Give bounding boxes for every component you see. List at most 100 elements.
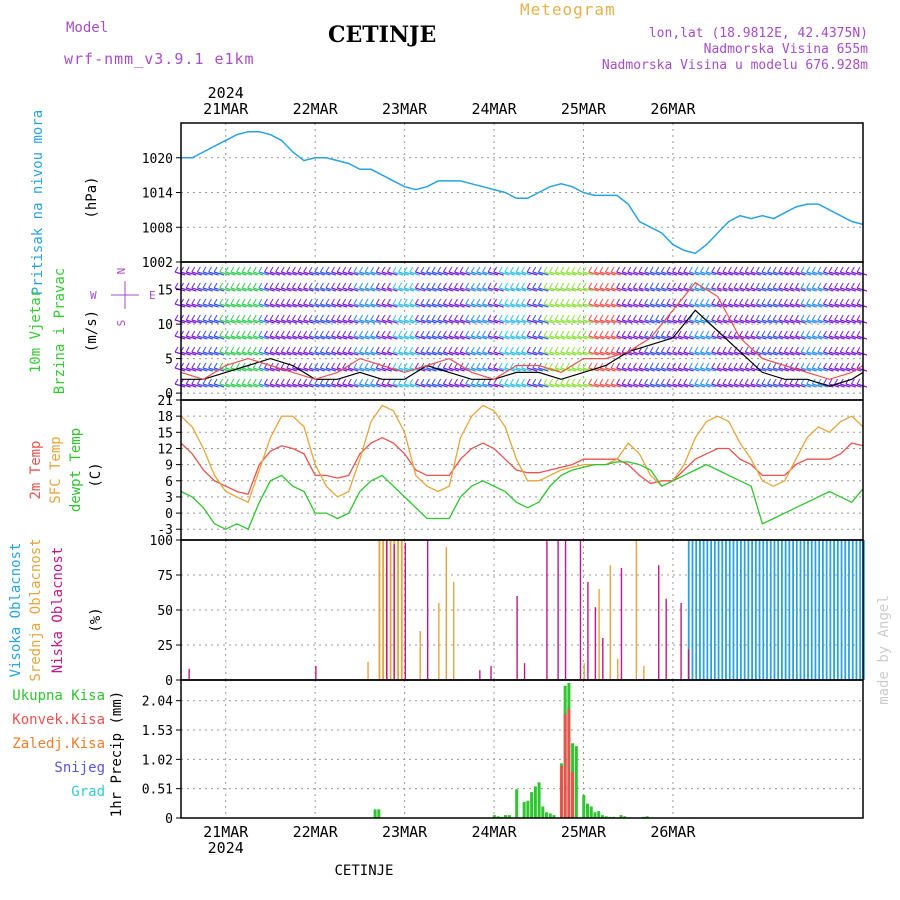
- wind-barb: [727, 298, 732, 305]
- wind-barb: [314, 271, 325, 276]
- wind-barb: [325, 287, 337, 292]
- wind-barb: [610, 330, 615, 337]
- wind-barb: [230, 378, 235, 385]
- wind-barb: [560, 362, 565, 369]
- wind-barb: [174, 282, 179, 289]
- wind-barb: [348, 319, 359, 324]
- wind-barb: [437, 303, 448, 308]
- wind-barb: [381, 282, 386, 289]
- bottom-day-label: 26MAR: [650, 823, 696, 841]
- wind-barb: [370, 378, 375, 385]
- wind-barb: [711, 335, 722, 340]
- cloud-bar: [617, 659, 619, 680]
- wind-barb: [666, 266, 671, 273]
- wind-barb: [823, 346, 827, 353]
- wind-barb: [264, 282, 268, 289]
- wind-barb: [202, 287, 214, 292]
- wind-barb: [672, 351, 683, 356]
- cloud-bar: [758, 540, 761, 680]
- wind-barb: [588, 271, 599, 276]
- wind-barb: [420, 351, 432, 356]
- wind-barb: [297, 319, 309, 324]
- wind-barb: [392, 330, 397, 337]
- wind-barb: [711, 378, 716, 385]
- wind-barb: [700, 383, 711, 388]
- wind-barb: [404, 303, 415, 308]
- wind-barb: [817, 314, 822, 321]
- wind-barb: [376, 367, 387, 372]
- wind-barb: [454, 266, 458, 273]
- wind-barb: [398, 266, 403, 273]
- wind-barb: [208, 378, 212, 385]
- wind-barb: [823, 282, 827, 289]
- wind-barb: [689, 303, 700, 308]
- wind-barb: [722, 271, 734, 276]
- wind-barb: [487, 362, 492, 369]
- wind-barb: [303, 266, 308, 273]
- wind-barb: [219, 266, 224, 273]
- wind-barb: [627, 351, 638, 356]
- wind-barb: [264, 314, 268, 321]
- wind-barb: [856, 282, 861, 289]
- cloud-bar: [378, 540, 381, 680]
- cloud-bar: [822, 540, 824, 680]
- wind-barb: [241, 314, 246, 321]
- wind-barb: [404, 335, 415, 340]
- wind-barb: [415, 335, 426, 340]
- wind-barb: [404, 383, 415, 388]
- wind-barb: [482, 383, 493, 388]
- wind-barb: [359, 287, 370, 292]
- wind-barb: [750, 287, 761, 292]
- wind-barb: [532, 378, 537, 385]
- wind-barb: [845, 266, 850, 273]
- wind-barb: [661, 287, 672, 292]
- wind-barb: [225, 351, 236, 356]
- wind-barb: [174, 298, 179, 305]
- wind-barb: [543, 282, 548, 289]
- wind-barb: [258, 271, 270, 276]
- wind-barb: [381, 314, 386, 321]
- wind-barb: [431, 383, 443, 388]
- wind-barb: [745, 319, 756, 324]
- wind-barb: [537, 346, 542, 353]
- cloud-bar: [855, 540, 858, 680]
- wind-barb: [308, 298, 313, 305]
- wind-barb: [431, 303, 443, 308]
- cloud-bar: [665, 598, 667, 680]
- wind-barb: [437, 282, 442, 289]
- wind-barb: [538, 303, 549, 308]
- wind-barb: [571, 346, 576, 353]
- wind-barb: [711, 298, 716, 305]
- wind-barb: [666, 335, 678, 340]
- wind-barb: [789, 346, 794, 353]
- wind-barb: [426, 314, 430, 321]
- wind-barb: [705, 351, 717, 356]
- wind-barb: [783, 314, 788, 321]
- wind-barb: [443, 383, 454, 388]
- wind-barb: [795, 330, 799, 337]
- wind-barb: [638, 367, 650, 372]
- wind-barb: [755, 378, 760, 385]
- cloud-bar: [389, 540, 392, 680]
- wind-barb: [370, 351, 381, 356]
- wind-barb: [823, 335, 834, 340]
- lonlat-label: lon,lat (18.9812E, 42.4375N): [648, 26, 868, 41]
- wind-barb: [443, 287, 454, 292]
- panel-frame-1: [180, 261, 864, 401]
- wind-barb: [767, 346, 771, 353]
- wind-barb: [297, 298, 302, 305]
- wind-barb: [527, 287, 538, 292]
- wind-barb: [487, 303, 499, 308]
- wind-barb: [448, 378, 453, 385]
- wind-barb: [527, 335, 538, 340]
- wind-barb: [605, 319, 616, 324]
- wind-barb: [386, 314, 391, 321]
- wind-barb: [554, 346, 559, 353]
- precip-bar: [530, 792, 534, 818]
- wind-barb: [532, 282, 537, 289]
- wind-barb: [471, 383, 482, 388]
- cloud-bar: [833, 540, 835, 680]
- wind-barb: [443, 335, 454, 340]
- wind-barb: [353, 362, 358, 369]
- wind-barb: [644, 266, 649, 273]
